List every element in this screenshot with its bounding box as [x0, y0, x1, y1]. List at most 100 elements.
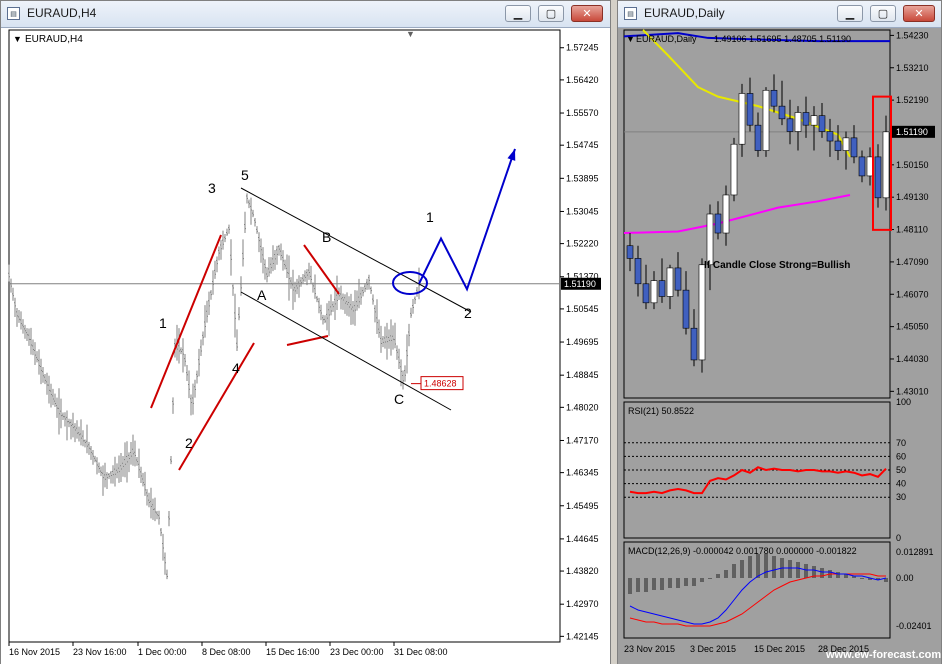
macd-histogram-bar — [628, 578, 632, 594]
low-marker-label: 1.48628 — [424, 379, 457, 389]
y-tick-label: 1.49695 — [566, 337, 599, 347]
h4-dropdown-icon[interactable]: ▼ — [13, 34, 22, 44]
bearish-candle — [818, 115, 826, 132]
macd-histogram-bar — [644, 578, 648, 592]
current-price-label: 1.51190 — [896, 127, 928, 137]
macd-histogram-bar — [652, 578, 656, 590]
daily-x-tick-label: 28 Dec 2015 — [818, 644, 869, 654]
x-tick-label: 31 Dec 08:00 — [394, 647, 448, 657]
macd-histogram-bar — [668, 578, 672, 588]
y-tick-label: 1.45050 — [896, 322, 929, 332]
chart-shift-icon[interactable]: ▼ — [406, 29, 415, 39]
daily-chart[interactable]: 1.54230 1.53210 1.52190 1.51190 1.50150 1.491… — [618, 28, 941, 664]
channel-upper-line — [240, 187, 472, 313]
h4-chart-window[interactable]: ▤ EURAUD,H4 ▁ ▢ ✕ 1.48628 1 2 3 4 5 A B C 1 2 1.5… — [0, 0, 611, 664]
macd-histogram-bar — [732, 564, 736, 578]
bearish-candle — [786, 118, 794, 132]
bearish-candle — [802, 112, 810, 126]
h4-window-titlebar[interactable]: ▤ EURAUD,H4 ▁ ▢ ✕ — [1, 1, 610, 28]
wave-label: 2 — [185, 435, 193, 451]
daily-chart-window[interactable]: ▤ EURAUD,Daily ▁ ▢ ✕ 1.54230 1.53210 1.521… — [617, 0, 942, 664]
macd-histogram-bar — [700, 578, 704, 582]
minimize-button[interactable]: ▁ — [505, 5, 531, 22]
macd-histogram-bar — [692, 578, 696, 586]
bullish-candle — [730, 143, 738, 196]
y-tick-label: 1.46345 — [566, 468, 599, 478]
wave-label: 5 — [241, 167, 249, 183]
x-tick-label: 8 Dec 08:00 — [202, 647, 251, 657]
macd-tick-label: 0.012891 — [896, 547, 934, 557]
chart-window-icon: ▤ — [624, 7, 637, 20]
maximize-button[interactable]: ▢ — [870, 5, 896, 22]
y-tick-label: 1.48845 — [566, 370, 599, 380]
rsi-tick-label: 70 — [896, 438, 906, 448]
bearish-candle — [778, 105, 786, 120]
y-tick-label: 1.55570 — [566, 108, 599, 118]
wave-label: 4 — [232, 360, 240, 376]
macd-histogram-bar — [684, 578, 688, 586]
macd-histogram-bar — [820, 568, 824, 578]
macd-histogram-bar — [756, 554, 760, 578]
bullish-candle — [722, 194, 730, 234]
x-tick-label: 16 Nov 2015 — [9, 647, 60, 657]
rsi-tick-label: 40 — [896, 479, 906, 489]
bearish-candle — [690, 327, 698, 361]
daily-ohlc-values: 1.49106 1.51695 1.48705 1.51190 — [714, 34, 851, 44]
x-tick-label: 23 Dec 00:00 — [330, 647, 384, 657]
x-tick-label: 15 Dec 16:00 — [266, 647, 320, 657]
current-price-tag — [891, 125, 935, 138]
bearish-candle — [674, 267, 682, 291]
y-tick-label: 1.47170 — [566, 435, 599, 445]
bearish-candle — [658, 280, 666, 297]
h4-symbol-label: EURAUD,H4 — [25, 34, 83, 45]
rsi-tick-label: 0 — [896, 533, 901, 543]
y-tick-label: 1.53045 — [566, 206, 599, 216]
y-tick-label: 1.44030 — [896, 354, 929, 364]
ma-magenta-line — [623, 193, 851, 235]
y-tick-label: 1.48020 — [566, 402, 599, 412]
macd-histogram-bar — [676, 578, 680, 588]
daily-x-tick-label: 3 Dec 2015 — [690, 644, 736, 654]
macd-histogram-bar — [764, 554, 768, 578]
macd-histogram-bar — [852, 576, 856, 578]
macd-histogram-bar — [636, 578, 640, 592]
x-tick-label: 1 Dec 00:00 — [138, 647, 187, 657]
bearish-candle — [642, 283, 650, 304]
channel-lower-line — [240, 291, 452, 411]
bullish-candle — [650, 280, 658, 304]
y-tick-label: 1.44645 — [566, 534, 599, 544]
bullish-candle — [666, 267, 674, 297]
macd-histogram-bar — [804, 564, 808, 578]
h4-window-title: EURAUD,H4 — [27, 6, 97, 20]
macd-histogram-bar — [868, 578, 872, 580]
y-tick-label: 1.51370 — [566, 272, 599, 282]
macd-histogram-bar — [772, 556, 776, 578]
y-tick-label: 1.42145 — [566, 631, 599, 641]
y-tick-label: 1.53210 — [896, 63, 929, 73]
rsi-tick-label: 50 — [896, 465, 906, 475]
y-tick-label: 1.46070 — [896, 289, 929, 299]
window-gutter — [611, 0, 617, 664]
bearish-candle — [626, 245, 634, 259]
wave-label: A — [257, 287, 267, 303]
chart-window-icon: ▤ — [7, 7, 20, 20]
bearish-candle — [746, 93, 754, 126]
minimize-button[interactable]: ▁ — [837, 5, 863, 22]
rsi-tick-label: 60 — [896, 451, 906, 461]
daily-x-tick-label: 23 Nov 2015 — [624, 644, 675, 654]
x-tick-label: 23 Nov 16:00 — [73, 647, 127, 657]
maximize-button[interactable]: ▢ — [538, 5, 564, 22]
close-button[interactable]: ✕ — [571, 5, 603, 22]
macd-tick-label: 0.00 — [896, 573, 914, 583]
bearish-candle — [714, 213, 722, 234]
close-button[interactable]: ✕ — [903, 5, 935, 22]
y-tick-label: 1.42970 — [566, 599, 599, 609]
h4-price-chart[interactable]: 1.48628 1 2 3 4 5 A B C 1 2 1.57245 1.56420 1.55570… — [1, 28, 610, 664]
daily-annotation: If Candle Close Strong=Bullish — [704, 260, 850, 271]
rsi-title: RSI(21) 50.8522 — [628, 406, 694, 416]
daily-window-titlebar[interactable]: ▤ EURAUD,Daily ▁ ▢ ✕ — [618, 1, 941, 28]
rsi-tick-label: 100 — [896, 397, 911, 407]
wave-trendline — [303, 244, 340, 295]
y-tick-label: 1.54230 — [896, 30, 929, 40]
low-marker-box — [420, 376, 464, 391]
